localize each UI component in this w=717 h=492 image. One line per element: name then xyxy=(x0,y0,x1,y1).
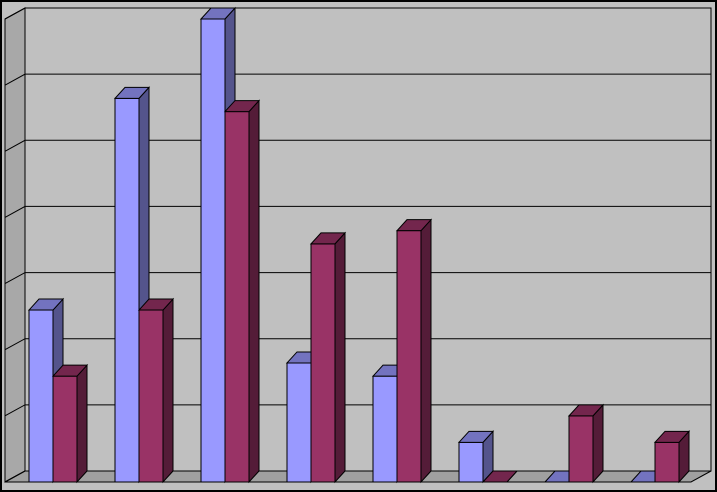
grid-line xyxy=(4,404,711,417)
bar-top xyxy=(653,430,691,443)
grid-line xyxy=(4,7,711,20)
bar xyxy=(200,18,226,483)
bar xyxy=(138,309,164,483)
bar xyxy=(224,111,250,483)
bar-side xyxy=(334,231,346,484)
floor xyxy=(4,470,712,483)
bar-top xyxy=(51,364,89,377)
bar-top xyxy=(113,86,151,99)
bar-top xyxy=(457,430,495,443)
bar xyxy=(114,97,140,483)
grid-line xyxy=(4,73,711,86)
bar-top xyxy=(395,219,433,232)
grid-line xyxy=(4,205,711,218)
bar-top xyxy=(223,100,261,113)
bar-top xyxy=(309,232,347,245)
grid-line xyxy=(4,272,711,285)
bar xyxy=(310,243,336,483)
bar-side xyxy=(76,363,88,484)
bar-side xyxy=(162,297,174,484)
bar xyxy=(28,309,54,483)
bar-top xyxy=(199,7,237,20)
bar-top xyxy=(567,404,605,417)
bar-side xyxy=(592,403,604,484)
grid-line xyxy=(4,338,711,351)
bar-top xyxy=(27,298,65,311)
bar xyxy=(654,441,680,483)
bar-top xyxy=(481,470,519,483)
bar xyxy=(372,375,398,483)
bar-side xyxy=(420,218,432,484)
bar-side xyxy=(248,99,260,484)
grid-line xyxy=(4,139,711,152)
bar-top xyxy=(137,298,175,311)
bar xyxy=(568,415,594,483)
bar xyxy=(396,230,422,483)
bar xyxy=(52,375,78,483)
bar xyxy=(458,441,484,483)
bar xyxy=(286,362,312,483)
